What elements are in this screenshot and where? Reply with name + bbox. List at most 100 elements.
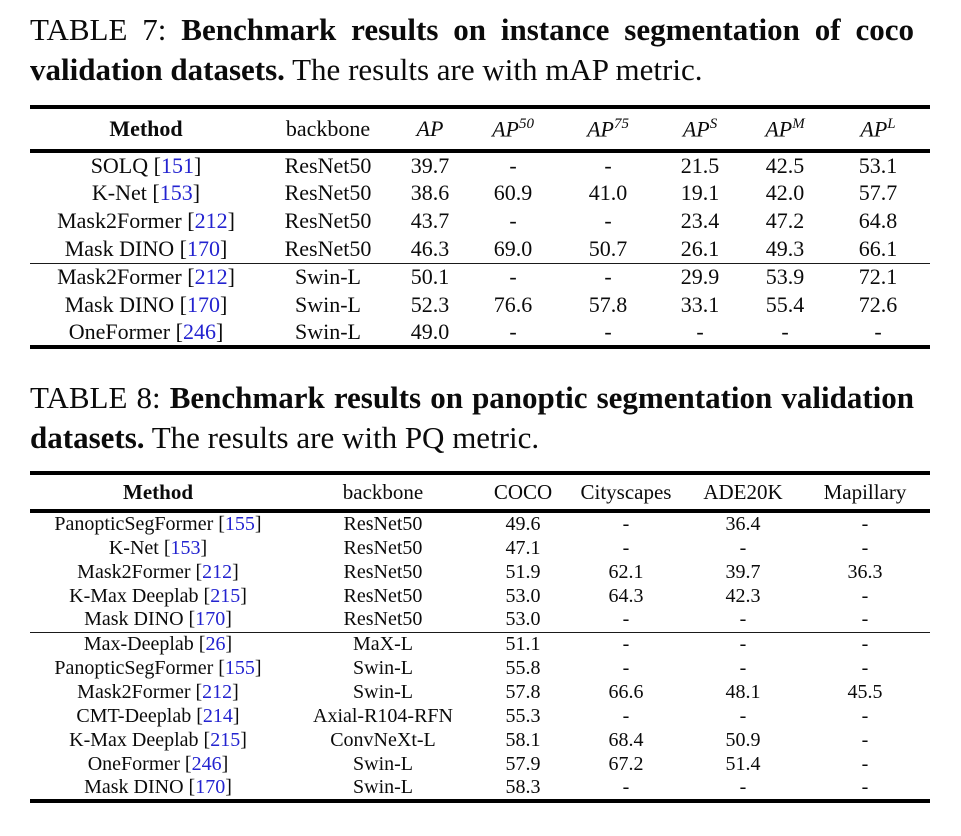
value-cell: - <box>861 776 869 798</box>
value-cell: 66.1 <box>858 235 898 261</box>
value-cell: - <box>622 536 630 559</box>
method-cell: CMT-Deeplab [214] <box>76 704 240 727</box>
method-cell: PanopticSegFormer [155] <box>54 656 262 679</box>
table8-caption-rest: The results are with PQ metric. <box>151 420 540 455</box>
value-cell: 53.0 <box>505 584 541 607</box>
citation-link[interactable]: 155 <box>224 513 255 535</box>
column-header-backbone: backbone <box>286 473 480 513</box>
citation-link[interactable]: 215 <box>210 728 241 751</box>
value-cell: - <box>861 584 869 607</box>
citation-link[interactable]: 214 <box>202 704 233 727</box>
citation-link[interactable]: 153 <box>170 536 201 559</box>
value-cell: 67.2 <box>608 752 644 775</box>
column-header-backbone: backbone <box>262 107 394 153</box>
table7-caption-label: TABLE 7: <box>30 12 167 47</box>
value-cell: - <box>686 631 800 656</box>
value-cell: 36.4 <box>725 513 761 535</box>
citation-link[interactable]: 215 <box>210 584 241 607</box>
value-cell: - <box>739 776 747 798</box>
column-header-ap50: AP50 <box>466 107 560 153</box>
value-cell: 53.0 <box>505 608 541 631</box>
value-cell: 64.8 <box>858 208 898 233</box>
citation-link[interactable]: 246 <box>182 319 216 344</box>
value-cell: 51.1 <box>480 631 566 656</box>
table-row: OneFormer [246] Swin-L 49.0 - - - - - <box>30 319 930 347</box>
value-cell: 53.9 <box>744 262 826 291</box>
column-header-label: AP <box>492 116 519 142</box>
column-header-superscript: M <box>792 115 805 132</box>
citation-link[interactable]: 170 <box>186 235 220 261</box>
value-cell: Swin-L <box>353 752 413 775</box>
citation-link[interactable]: 212 <box>202 560 233 583</box>
value-cell: 57.7 <box>858 180 898 205</box>
column-header-label: backbone <box>285 116 371 141</box>
table-row: Max-Deeplab [26] MaX-L 51.1- - - <box>30 631 930 656</box>
column-header-ap-l: APL <box>826 107 930 153</box>
value-cell: 72.1 <box>826 262 930 291</box>
value-cell: 50.7 <box>588 235 628 261</box>
value-cell: ConvNeXt-L <box>330 728 436 751</box>
column-header-label: Mapillary <box>823 479 907 504</box>
method-cell: Mask DINO [170] <box>64 292 228 317</box>
citation-link[interactable]: 170 <box>186 292 220 317</box>
value-cell: 55.3 <box>505 704 541 727</box>
table-row: K-Max Deeplab [215] ConvNeXt-L 58.1 68.4 50.… <box>30 728 930 752</box>
value-cell: - <box>861 752 869 775</box>
value-cell: - <box>509 319 517 344</box>
citation-link[interactable]: 151 <box>160 153 194 178</box>
column-header-ade20k: ADE20K <box>686 473 800 513</box>
table-row: K-Net [153] ResNet50 47.1 - - - <box>30 536 930 560</box>
column-header-label: AP <box>860 116 888 142</box>
value-cell: 50.9 <box>725 728 761 751</box>
citation-link[interactable]: 212 <box>202 680 233 703</box>
value-cell: - <box>739 608 747 631</box>
value-cell: 26.1 <box>680 235 720 261</box>
method-cell: Mask2Former [212] <box>77 680 239 703</box>
value-cell: 55.8 <box>505 656 541 679</box>
citation-link[interactable]: 212 <box>194 208 228 233</box>
column-header-mapillary: Mapillary <box>800 473 930 513</box>
value-cell: 58.1 <box>505 728 541 751</box>
value-cell: ResNet50 <box>343 513 423 535</box>
column-header-label: Cityscapes <box>580 479 672 504</box>
citation-link[interactable]: 153 <box>159 180 193 205</box>
citation-link[interactable]: 170 <box>195 608 226 631</box>
value-cell: 42.0 <box>765 180 805 205</box>
value-cell: 19.1 <box>680 180 720 205</box>
column-header-ap-m: APM <box>744 107 826 153</box>
citation-link[interactable]: 26 <box>205 632 226 655</box>
table-8: Method backbone COCO Cityscapes ADE20K Mapill… <box>30 471 930 803</box>
method-cell: Mask2Former [212] <box>77 560 239 583</box>
value-cell: ResNet50 <box>343 584 423 607</box>
value-cell: 51.9 <box>505 560 541 583</box>
table8-caption-label: TABLE 8: <box>30 380 161 415</box>
citation-link[interactable]: 246 <box>191 752 222 775</box>
header-row: Method backbone COCO Cityscapes ADE20K Mapill… <box>30 473 930 513</box>
paper-page: TABLE 7: Benchmark results on instance s… <box>30 12 931 803</box>
column-header-ap75: AP75 <box>560 107 656 153</box>
table-7: Method backbone AP AP50 AP75 APS APM APL SOLQ [1… <box>30 105 930 349</box>
value-cell: 76.6 <box>493 292 533 317</box>
column-header-label: AP <box>765 116 793 142</box>
citation-link[interactable]: 212 <box>194 264 228 290</box>
table-row: Mask2Former [212] ResNet50 51.9 62.1 39.7 36.… <box>30 560 930 584</box>
value-cell: Swin-L <box>353 656 413 679</box>
citation-link[interactable]: 170 <box>195 776 226 798</box>
value-cell: 52.3 <box>410 292 450 317</box>
value-cell: 48.1 <box>725 680 761 703</box>
table8-container: Method backbone COCO Cityscapes ADE20K Mapill… <box>30 471 931 803</box>
value-cell: - <box>739 704 747 727</box>
method-cell: Mask DINO [170] <box>84 608 232 631</box>
table8-caption: TABLE 8: Benchmark results on panoptic s… <box>30 378 914 458</box>
column-header-label: backbone <box>342 479 424 504</box>
value-cell: 57.8 <box>505 680 541 703</box>
value-cell: Swin-L <box>353 680 413 703</box>
value-cell: Swin-L <box>295 292 361 317</box>
value-cell: 49.0 <box>410 319 450 344</box>
column-header-label: ADE20K <box>703 479 783 504</box>
column-header-ap-s: APS <box>656 107 744 153</box>
citation-link[interactable]: 155 <box>224 656 255 679</box>
value-cell: 46.3 <box>410 235 450 261</box>
method-cell: K-Max Deeplab [215] <box>69 728 247 751</box>
value-cell: - <box>604 153 612 178</box>
